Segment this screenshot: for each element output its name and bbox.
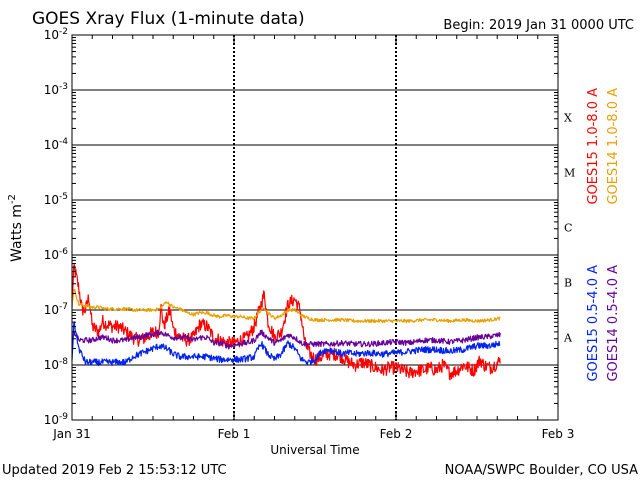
flare-class-label: X: [564, 112, 572, 125]
y-tick-label: 10-6: [44, 247, 69, 262]
x-tick-label: Jan 31: [52, 427, 91, 441]
series-line: [71, 288, 501, 324]
y-axis-label: Watts m-2: [7, 194, 25, 262]
credit-label: NOAA/SWPC Boulder, CO USA: [445, 463, 638, 478]
y-tick-label: 10-4: [44, 137, 69, 152]
x-tick-label: Feb 3: [542, 427, 575, 441]
series-line: [71, 329, 501, 349]
y-tick-label: 10-8: [44, 357, 69, 372]
flare-class-label: C: [564, 222, 572, 235]
flux-series: [71, 263, 501, 381]
legend-entry: GOES15 0.5-4.0 A: [586, 265, 601, 382]
legend-entry: GOES15 1.0-8.0 A: [586, 88, 601, 205]
y-tick-label: 10-2: [44, 27, 68, 42]
series-line: [71, 321, 501, 367]
axis-ticks: [72, 34, 558, 421]
legend-entry: GOES14 0.5-4.0 A: [606, 265, 621, 382]
legend: GOES15 1.0-8.0 A GOES14 1.0-8.0 A GOES15 0…: [586, 88, 621, 382]
updated-timestamp: Updated 2019 Feb 2 15:53:12 UTC: [2, 463, 227, 478]
flare-class-label: A: [563, 332, 573, 345]
x-tick-label: Feb 1: [218, 427, 251, 441]
begin-date-label: Begin: 2019 Jan 31 0000 UTC: [443, 18, 634, 33]
flare-class-label: M: [564, 167, 575, 180]
y-tick-label: 10-7: [44, 302, 68, 317]
y-tick-label: 10-3: [44, 82, 68, 97]
legend-entry: GOES14 1.0-8.0 A: [606, 88, 621, 205]
flare-class-label: B: [564, 277, 572, 290]
y-tick-labels: 10-9 10-8 10-7 10-6 10-5 10-4 10-3 10-2: [44, 27, 69, 427]
chart-title: GOES Xray Flux (1-minute data): [32, 9, 305, 29]
day-divider-lines: [233, 35, 397, 420]
y-tick-label: 10-9: [44, 412, 69, 427]
flare-class-labels: A B C M X: [563, 112, 575, 345]
x-tick-labels: Jan 31 Feb 1 Feb 2 Feb 3: [52, 427, 574, 441]
x-axis-label: Universal Time: [270, 443, 359, 457]
y-tick-label: 10-5: [44, 192, 68, 207]
x-tick-label: Feb 2: [380, 427, 413, 441]
